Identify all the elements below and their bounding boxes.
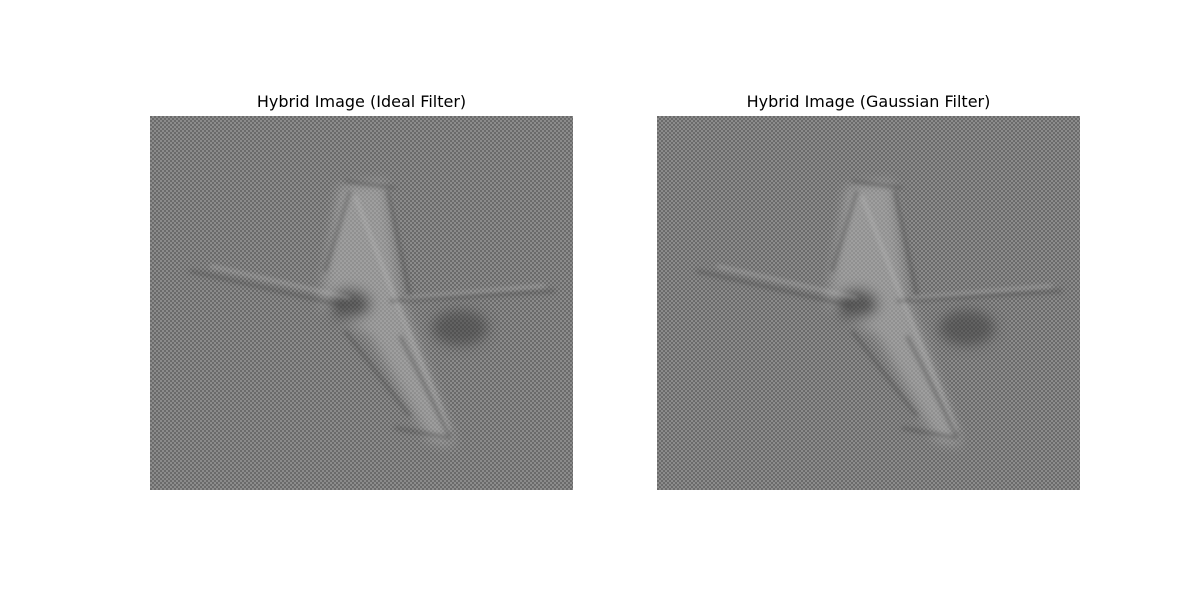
hybrid-image-ideal-filter (150, 116, 573, 490)
hybrid-image-gaussian-filter (657, 116, 1080, 490)
hybrid-airplane-image (657, 116, 1080, 490)
hybrid-airplane-image (150, 116, 573, 490)
panel-title-gaussian-filter: Hybrid Image (Gaussian Filter) (746, 92, 991, 111)
panel-title-ideal-filter: Hybrid Image (Ideal Filter) (256, 92, 467, 111)
